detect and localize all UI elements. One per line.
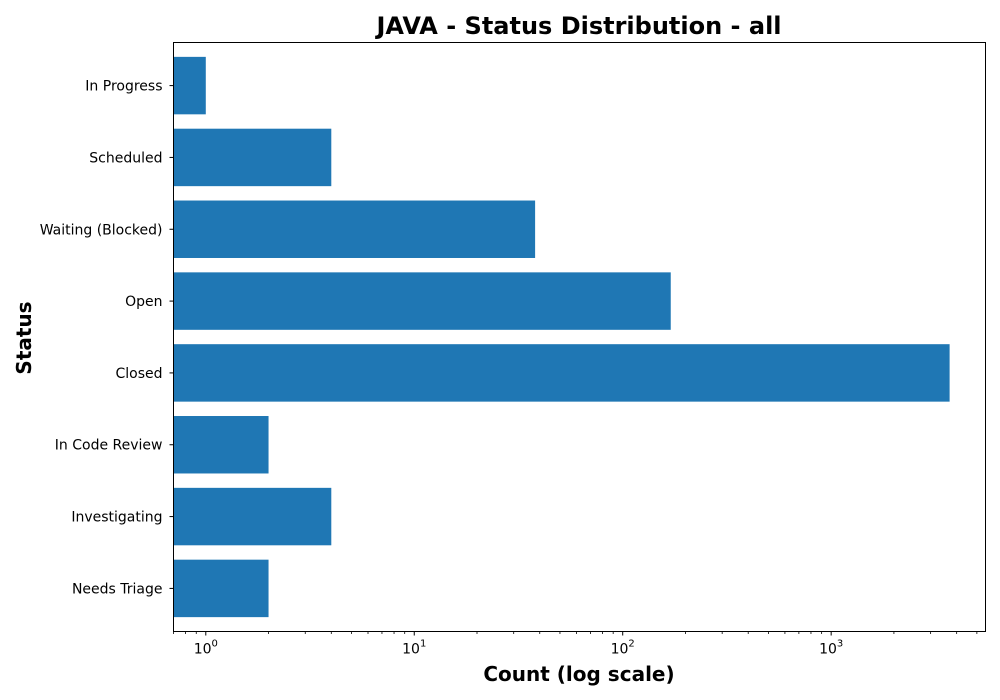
x-tick-label: 103 — [819, 639, 843, 658]
x-tick-label: 100 — [194, 639, 218, 658]
y-tick-label: Needs Triage — [72, 581, 163, 597]
bar-closed — [173, 344, 950, 402]
y-tick-label: Investigating — [71, 510, 162, 526]
bar-in-progress — [173, 56, 206, 115]
y-axis-label: Status — [12, 301, 36, 374]
bar-needs-triage — [173, 559, 269, 618]
x-tick-label: 102 — [611, 639, 635, 658]
plot-frame — [173, 42, 986, 632]
bar-investigating — [173, 487, 332, 546]
bar-in-code-review — [173, 416, 269, 474]
bar-waiting-blocked — [173, 200, 536, 258]
y-tick-label: Closed — [115, 366, 162, 382]
y-tick-label: Open — [125, 294, 162, 310]
y-tick-label: Waiting (Blocked) — [40, 222, 163, 238]
bar-scheduled — [173, 128, 332, 187]
bar-open — [173, 272, 671, 330]
bars — [173, 56, 950, 618]
y-tick-label: In Code Review — [55, 438, 163, 454]
x-axis-label: Count (log scale) — [483, 662, 674, 686]
y-tick-label: In Progress — [85, 79, 162, 95]
chart-title: JAVA - Status Distribution - all — [374, 12, 781, 40]
y-tick-label: Scheduled — [89, 150, 162, 166]
x-tick-label: 101 — [402, 639, 426, 658]
x-axis: 100 101 102 103 — [173, 631, 978, 658]
y-axis: Needs Triage Investigating In Code Review C… — [40, 79, 174, 597]
